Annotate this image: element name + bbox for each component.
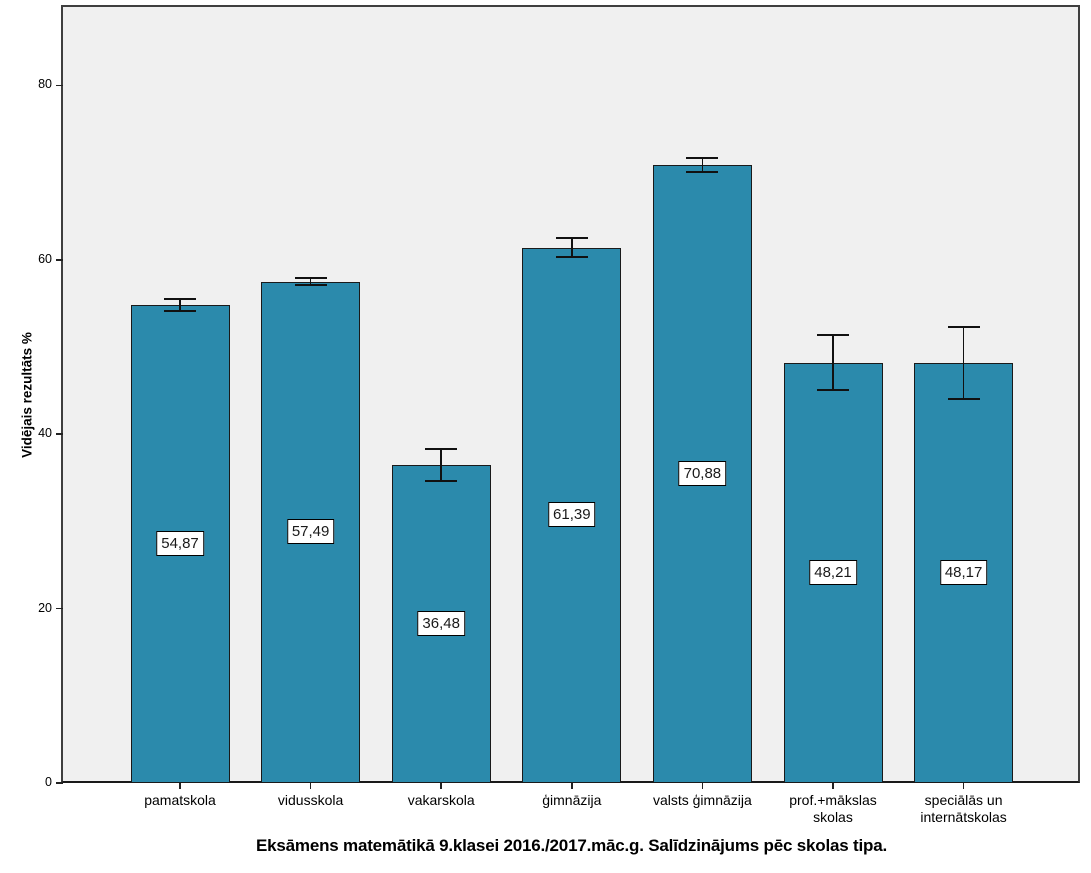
error-bar — [425, 447, 458, 482]
error-bar-stem — [571, 237, 573, 259]
error-bar — [947, 325, 980, 401]
error-bar-cap-bottom — [425, 479, 458, 482]
error-bar-cap-bottom — [947, 398, 980, 401]
error-bar — [294, 277, 327, 287]
value-label: 70,88 — [678, 460, 727, 486]
error-bar-cap-bottom — [686, 171, 719, 174]
x-tick-label: pamatskola — [144, 792, 216, 808]
y-tick-label: 20 — [38, 600, 52, 615]
y-tick-mark — [56, 607, 63, 610]
y-axis-title: Vidējais rezultāts % — [19, 332, 35, 458]
error-bar — [686, 156, 719, 174]
x-tick-label: valsts ģimnāzija — [652, 792, 752, 808]
error-bar-cap-bottom — [817, 389, 849, 392]
x-tick-mark — [440, 783, 442, 789]
error-bar-cap-bottom — [294, 284, 327, 287]
error-bar-stem — [701, 156, 704, 174]
x-tick-label: vidusskola — [277, 792, 344, 808]
plot-area: 54,87 57,49 36,48 61,39 70,88 48,21 48,17 — [63, 7, 1080, 783]
x-tick-mark — [832, 783, 834, 789]
value-label: 57,49 — [286, 519, 335, 545]
value-label: 54,87 — [156, 530, 204, 556]
y-tick-label: 40 — [38, 426, 52, 441]
y-tick-mark — [56, 259, 63, 261]
y-axis: 0 20 40 60 80 — [0, 7, 63, 789]
error-bar-stem — [832, 333, 834, 392]
y-tick-label: 0 — [45, 775, 52, 789]
value-label: 36,48 — [417, 610, 465, 636]
x-axis: pamatskola vidusskola vakarskola ģimnāzija v… — [63, 783, 1080, 853]
error-bar — [555, 237, 588, 259]
y-tick-mark — [56, 433, 63, 435]
x-tick-mark — [179, 783, 181, 789]
x-tick-mark — [571, 783, 573, 789]
value-label: 48,17 — [939, 559, 988, 586]
x-tick-mark — [962, 783, 965, 789]
y-tick-label: 60 — [38, 251, 52, 266]
y-tick-mark — [56, 782, 63, 784]
error-bar-cap-bottom — [164, 309, 196, 312]
x-tick-label: speciālās un internātskolas — [920, 792, 1007, 826]
value-label: 48,21 — [809, 559, 857, 585]
error-bar-stem — [309, 277, 312, 287]
chart-title: Eksāmens matemātikā 9.klasei 2016./2017.… — [256, 836, 887, 855]
error-bar — [164, 297, 196, 312]
error-bar-cap-bottom — [555, 256, 588, 259]
error-bar-stem — [179, 297, 181, 312]
y-tick-mark — [56, 84, 63, 87]
error-bar — [817, 333, 849, 392]
x-tick-label: ģimnāzija — [542, 792, 602, 808]
x-tick-mark — [309, 783, 312, 789]
value-label: 61,39 — [548, 502, 596, 528]
y-tick-label: 80 — [38, 77, 52, 92]
error-bar-stem — [440, 447, 442, 482]
x-tick-mark — [701, 783, 704, 789]
x-tick-label: vakarskola — [407, 792, 475, 808]
error-bar-stem — [962, 325, 965, 401]
x-tick-label: prof.+mākslas skolas — [789, 792, 877, 826]
